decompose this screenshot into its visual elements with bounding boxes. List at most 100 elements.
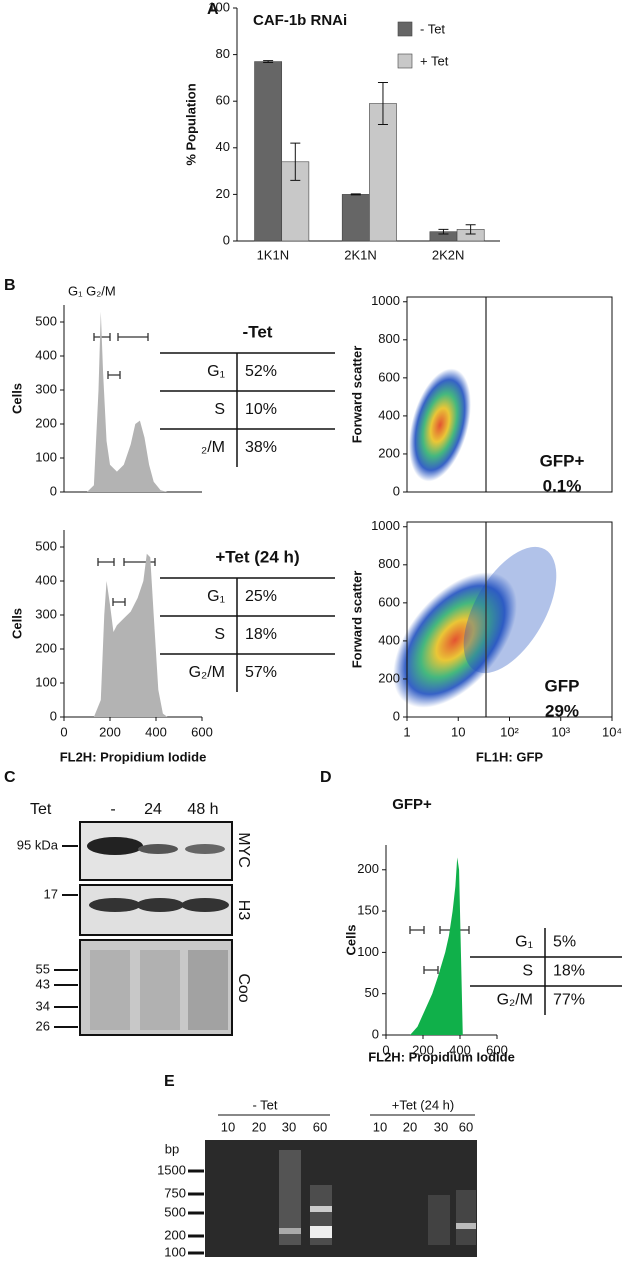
gel: - Tet +Tet (24 h) 10 20 30 60 10 20 30 6… bbox=[157, 1097, 477, 1259]
y-tick-label: 100 bbox=[357, 944, 379, 959]
y-tick-label: 0 bbox=[223, 232, 230, 247]
y-tick-label: 600 bbox=[378, 369, 400, 384]
annotation: 0.1% bbox=[543, 476, 582, 495]
row-value: 18% bbox=[553, 963, 585, 980]
chart: Forward scatter 0 200 400 600 800 1000 GFP+ 0.1% bbox=[349, 293, 613, 498]
legend-swatch bbox=[397, 21, 413, 37]
bar bbox=[254, 61, 283, 242]
y-tick-label: 400 bbox=[378, 407, 400, 422]
marker-label: 43 bbox=[36, 976, 50, 991]
y-tick-label: 80 bbox=[216, 46, 230, 61]
y-tick-label: 400 bbox=[35, 572, 57, 587]
legend-swatch bbox=[397, 53, 413, 69]
table: G₁ 5% S 18% G₂/M 77% bbox=[470, 928, 622, 1015]
y-tick-label: 0 bbox=[372, 1026, 379, 1041]
lane-label: 24 bbox=[144, 801, 162, 818]
lane-label: 20 bbox=[403, 1119, 417, 1134]
y-tick-label: 500 bbox=[35, 313, 57, 328]
row-value: 38% bbox=[245, 439, 277, 456]
table: +Tet (24 h) G₁ 25% S 18% G₂/M 57% bbox=[160, 547, 335, 692]
legend-label: + Tet bbox=[420, 53, 449, 68]
x-tick-label: 400 bbox=[449, 1042, 471, 1057]
lane-label: 30 bbox=[282, 1119, 296, 1134]
row-label: G₁ bbox=[515, 934, 533, 951]
y-tick-label: 20 bbox=[216, 186, 230, 201]
gate-brackets bbox=[93, 297, 487, 974]
x-axis-label: FL2H: Propidium Iodide bbox=[60, 749, 207, 764]
plot-frame bbox=[406, 296, 613, 493]
y-tick-label: 600 bbox=[378, 594, 400, 609]
x-tick-label: 200 bbox=[412, 1042, 434, 1057]
y-tick-label: 200 bbox=[378, 670, 400, 685]
marker-label: 750 bbox=[164, 1185, 186, 1200]
y-axis-label: Cells bbox=[9, 608, 24, 639]
y-tick-label: 0 bbox=[50, 483, 57, 498]
row-value: 25% bbox=[245, 588, 277, 605]
x-axis-label: FL2H: Propidium Iodide bbox=[368, 1049, 515, 1064]
x-tick-label: 10³ bbox=[551, 724, 570, 739]
row-label: S bbox=[214, 626, 225, 643]
x-tick-label: 2K1N bbox=[344, 247, 377, 262]
row-value: 57% bbox=[245, 664, 277, 681]
marker-label: 100 bbox=[164, 1244, 186, 1259]
row-label: ₂/M bbox=[201, 439, 225, 456]
panel-letter: D bbox=[320, 769, 332, 786]
y-tick-label: 150 bbox=[357, 903, 379, 918]
y-tick-label: 800 bbox=[378, 331, 400, 346]
y-tick-label: 100 bbox=[35, 674, 57, 689]
x-tick-label: 600 bbox=[191, 724, 213, 739]
panel-letter: E bbox=[164, 1073, 175, 1090]
density-plot bbox=[393, 368, 557, 708]
row-label: G₁ bbox=[207, 588, 225, 605]
y-tick-label: 0 bbox=[393, 708, 400, 723]
x-tick-label: 1K1N bbox=[257, 247, 290, 262]
x-tick-label: 2K2N bbox=[432, 247, 465, 262]
histogram-area bbox=[87, 311, 168, 492]
annotation: G₁ G₂/M bbox=[68, 283, 116, 298]
marker-label: 95 kDa bbox=[17, 837, 59, 852]
table: -Tet G₁ 52% S 10% ₂/M 38% bbox=[160, 322, 335, 467]
error-bar bbox=[438, 228, 449, 235]
gel-group: +Tet (24 h) bbox=[392, 1097, 455, 1112]
y-tick-label: 0 bbox=[50, 708, 57, 723]
bar bbox=[341, 194, 370, 242]
row-value: 5% bbox=[553, 934, 576, 951]
error-bar bbox=[465, 224, 476, 235]
lane-label: 20 bbox=[252, 1119, 266, 1134]
x-tick-label: 0 bbox=[60, 724, 67, 739]
marker-label: 1500 bbox=[157, 1162, 186, 1177]
y-tick-label: 100 bbox=[35, 449, 57, 464]
x-axis-label: FL1H: GFP bbox=[476, 749, 543, 764]
marker-label: 55 bbox=[36, 961, 50, 976]
y-tick-label: 60 bbox=[216, 93, 230, 108]
marker-label: 200 bbox=[164, 1227, 186, 1242]
y-tick-label: 40 bbox=[216, 139, 230, 154]
error-bar bbox=[350, 193, 361, 196]
marker-label: 26 bbox=[36, 1018, 50, 1033]
annotation: GFP bbox=[545, 676, 580, 695]
error-bar bbox=[290, 142, 301, 181]
blot-panel-label: MYC bbox=[235, 832, 252, 868]
x-tick-label: 200 bbox=[99, 724, 121, 739]
panel-letter: C bbox=[4, 769, 16, 786]
chart-title: CAF-1b RNAi bbox=[253, 12, 347, 29]
y-tick-label: 1000 bbox=[371, 518, 400, 533]
y-tick-label: 100 bbox=[208, 0, 230, 14]
y-tick-label: 200 bbox=[35, 640, 57, 655]
legend-label: - Tet bbox=[420, 21, 445, 36]
y-tick-label: 1000 bbox=[371, 293, 400, 308]
lane-label: 48 h bbox=[187, 801, 218, 818]
y-tick-label: 200 bbox=[378, 445, 400, 460]
row-label: G₂/M bbox=[497, 992, 533, 1009]
x-tick-label: 10 bbox=[451, 724, 465, 739]
blot-label: Tet bbox=[30, 801, 52, 818]
western-blot: Tet - 24 48 h 95 kDa 17 55 43 34 26 MYC … bbox=[17, 801, 252, 1036]
row-value: 18% bbox=[245, 626, 277, 643]
y-axis-label: Cells bbox=[343, 924, 358, 955]
y-tick-label: 300 bbox=[35, 606, 57, 621]
histogram-area bbox=[410, 857, 463, 1035]
gel-group: - Tet bbox=[252, 1097, 277, 1112]
row-label: S bbox=[214, 401, 225, 418]
y-tick-label: 200 bbox=[35, 415, 57, 430]
chart-title: GFP+ bbox=[392, 796, 432, 813]
